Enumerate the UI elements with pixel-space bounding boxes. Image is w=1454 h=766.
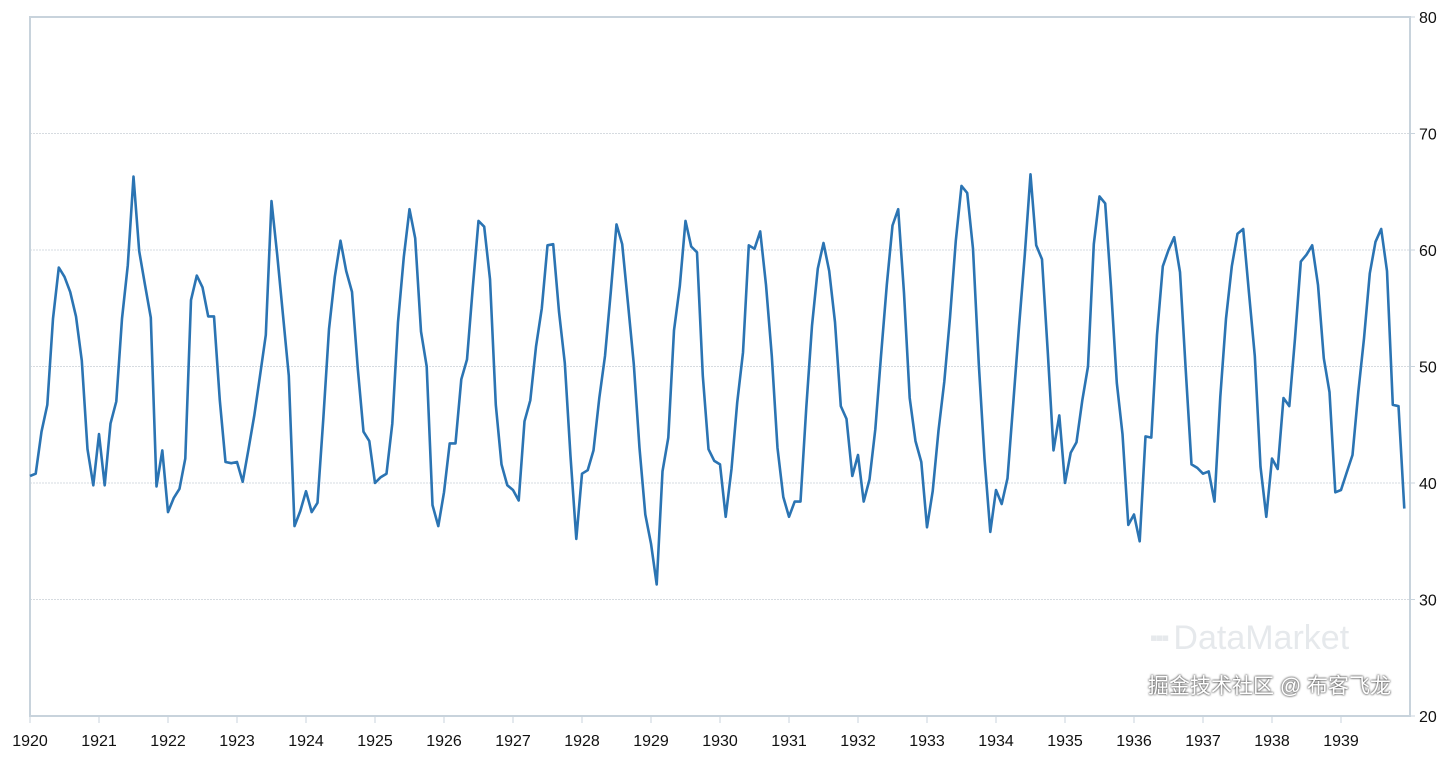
x-tick-label: 1933 (909, 733, 945, 750)
x-tick-label: 1928 (564, 733, 600, 750)
x-tick-label: 1937 (1185, 733, 1221, 750)
y-tick-label: 70 (1419, 127, 1437, 144)
x-tick-label: 1925 (357, 733, 393, 750)
y-tick-label: 80 (1419, 10, 1437, 27)
x-tick-label: 1929 (633, 733, 669, 750)
x-tick-label: 1924 (288, 733, 324, 750)
x-tick-label: 1932 (840, 733, 876, 750)
x-tick-label: 1930 (702, 733, 738, 750)
datamarket-logo: ▪▪▪ DataMarket (1150, 618, 1349, 658)
gridlines (30, 133, 1410, 600)
x-tick-label: 1923 (219, 733, 255, 750)
credit-watermark: 掘金技术社区 @ 布客飞龙 (1148, 675, 1391, 698)
y-tick-label: 30 (1419, 593, 1437, 610)
y-axis: 20 30 40 50 60 70 80 (1410, 10, 1437, 726)
x-tick-label: 1921 (81, 733, 117, 750)
logo-text: DataMarket (1173, 619, 1350, 657)
y-tick-label: 20 (1419, 709, 1437, 726)
x-tick-label: 1935 (1047, 733, 1083, 750)
x-tick-label: 1926 (426, 733, 462, 750)
x-axis: 1920 1921 1922 1923 1924 1925 1926 1927 1928 1929… (12, 716, 1359, 750)
x-tick-label: 1938 (1254, 733, 1290, 750)
x-tick-label: 1920 (12, 733, 48, 750)
x-tick-label: 1936 (1116, 733, 1152, 750)
x-tick-label: 1939 (1323, 733, 1359, 750)
y-tick-label: 50 (1419, 360, 1437, 377)
x-tick-label: 1931 (771, 733, 807, 750)
x-tick-label: 1934 (978, 733, 1014, 750)
logo-icon: ▪▪▪ (1150, 625, 1169, 650)
y-tick-label: 60 (1419, 243, 1437, 260)
series-line (29, 173, 1406, 586)
x-tick-label: 1927 (495, 733, 531, 750)
y-tick-label: 40 (1419, 476, 1437, 493)
x-tick-label: 1922 (150, 733, 186, 750)
